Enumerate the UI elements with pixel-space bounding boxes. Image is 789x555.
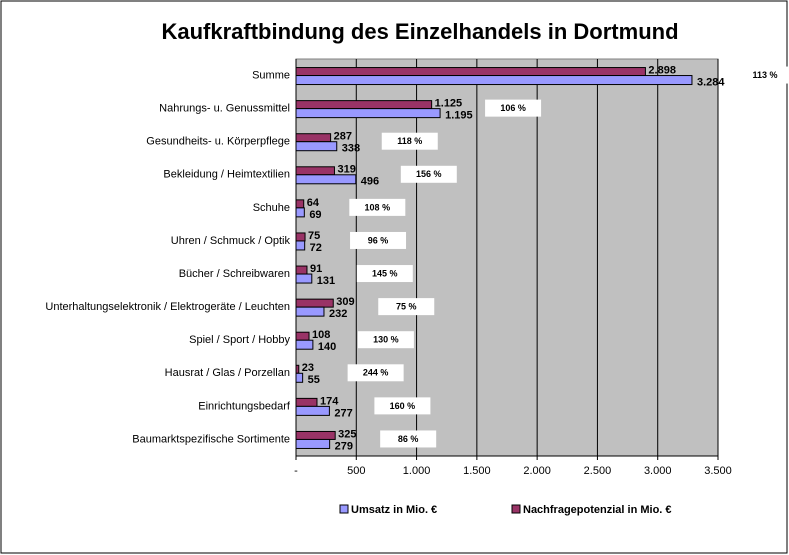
bar [295,67,646,77]
value-label: 69 [309,209,321,221]
legend-swatch [339,504,349,514]
annotation: 156 % [416,169,442,179]
value-label: 91 [310,263,322,275]
y-tick-label: Hausrat / Glas / Porzellan [165,367,290,379]
value-label: 131 [317,275,335,287]
annotation-box [374,397,431,415]
value-label: 140 [318,341,336,353]
bar [295,438,331,449]
x-tick-label: - [294,465,298,477]
annotation-box [356,265,413,283]
annotation-box [380,430,437,448]
value-label: 55 [308,374,320,386]
value-label: 496 [361,176,379,188]
y-tick-label: Unterhaltungselektronik / Elektrogeräte … [45,301,290,313]
x-tick-label: 1.000 [403,465,431,477]
value-label: 287 [334,131,352,143]
annotation: 96 % [368,235,389,245]
value-label: 72 [310,242,322,254]
y-tick-label: Gesundheits- u. Körperpflege [146,136,290,148]
annotation: 113 % [752,70,777,80]
x-tick-label: 1.500 [463,465,491,477]
value-label: 319 [337,164,355,176]
y-tick-label: Spiel / Sport / Hobby [189,334,290,346]
bar [295,75,693,86]
value-label: 1.195 [445,110,473,122]
bar [295,207,305,218]
legend-label: Umsatz in Mio. € [351,504,437,516]
y-tick-label: Uhren / Schmuck / Optik [171,235,291,247]
value-label: 174 [320,395,339,407]
annotation-box [381,132,438,150]
annotation-box [350,231,407,249]
x-tick-label: 2.500 [584,465,612,477]
y-tick-label: Nahrungs- u. Genussmittel [159,103,290,115]
bar [295,141,338,152]
value-label: 1.125 [435,98,463,110]
annotation-box [347,364,404,382]
bar [295,133,332,143]
annotation-box [349,198,406,216]
annotation-box [357,331,414,349]
y-tick-label: Bekleidung / Heimtextilien [163,169,290,181]
x-tick-label: 3.000 [644,465,672,477]
bar [295,405,330,416]
chart-title: Kaufkraftbindung des Einzelhandels in Do… [161,19,678,44]
bar [295,306,325,317]
plot-area [295,58,719,457]
bar [295,273,313,284]
x-tick-label: 500 [347,465,365,477]
value-label: 232 [329,308,347,320]
annotation: 108 % [365,202,391,212]
y-tick-label: Schuhe [253,202,290,214]
x-tick-label: 2.000 [523,465,551,477]
value-label: 279 [335,440,353,452]
annotation: 244 % [363,368,389,378]
y-tick-label: Bücher / Schreibwaren [179,268,290,280]
annotation: 86 % [398,434,419,444]
bar [295,430,336,440]
y-tick-label: Baumarktspezifische Sortimente [132,433,290,445]
annotation-box [736,66,789,84]
value-label: 23 [302,362,314,374]
bar [295,199,305,209]
bar [295,364,300,374]
legend-label: Nachfragepotenzial in Mio. € [523,504,672,516]
value-label: 108 [312,329,330,341]
value-label: 338 [342,143,360,155]
bar [295,265,308,275]
x-tick-label: 3.500 [704,465,732,477]
bar [295,100,433,110]
bar [295,397,318,407]
bar [295,339,314,350]
annotation-box [400,165,457,183]
value-label: 2.898 [648,64,676,76]
bar [295,174,357,185]
value-label: 325 [338,428,356,440]
legend-swatch [511,504,521,514]
annotation: 160 % [390,401,416,411]
value-label: 309 [336,296,354,308]
annotation: 106 % [500,103,526,113]
annotation: 130 % [373,335,399,345]
bar [295,298,334,308]
y-tick-label: Summe [252,69,290,81]
bar [295,372,304,383]
value-label: 3.284 [697,76,725,88]
y-tick-label: Einrichtungsbedarf [198,400,291,412]
bar [295,331,310,341]
annotation: 145 % [372,268,398,278]
bar [295,108,441,119]
bar [295,240,306,251]
bar [295,232,306,242]
annotation: 118 % [397,136,422,146]
annotation-box [378,298,435,316]
bar [295,166,335,176]
annotation: 75 % [396,302,417,312]
value-label: 64 [307,197,320,209]
annotation-box [485,99,542,117]
value-label: 75 [308,230,320,242]
value-label: 277 [334,407,352,419]
